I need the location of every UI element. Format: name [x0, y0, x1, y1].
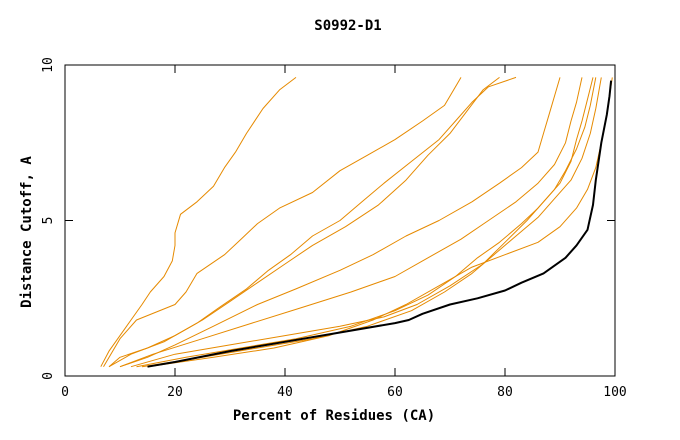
- series-line-model-7: [130, 77, 594, 368]
- series-line-model-3: [108, 77, 500, 368]
- x-tick-label: 100: [603, 385, 626, 400]
- series-line-model-4: [108, 76, 517, 368]
- x-tick-label: 80: [497, 385, 513, 400]
- series-line-model-1: [100, 77, 297, 367]
- y-tick-label: 5: [41, 217, 56, 225]
- y-tick-label: 10: [41, 57, 56, 73]
- axis-ticks: 0 20 40 60 80 100 0 5 10: [41, 57, 627, 400]
- chart-title: S0992-D1: [314, 18, 381, 34]
- series-line-model-8: [136, 77, 597, 368]
- series-line-model-5: [119, 77, 561, 368]
- series-lines: [100, 76, 613, 368]
- series-line-highlight: [147, 80, 613, 368]
- x-tick-label: 60: [387, 385, 403, 400]
- x-tick-label: 20: [167, 385, 183, 400]
- x-tick-label: 40: [277, 385, 293, 400]
- y-tick-label: 0: [41, 372, 56, 380]
- series-line-model-6: [119, 77, 583, 368]
- y-axis-label: Distance Cutoff, A: [19, 156, 35, 308]
- series-line-model-2: [103, 77, 462, 367]
- x-tick-label: 0: [61, 385, 69, 400]
- series-line-model-9: [141, 77, 602, 368]
- x-axis-label: Percent of Residues (CA): [233, 408, 435, 424]
